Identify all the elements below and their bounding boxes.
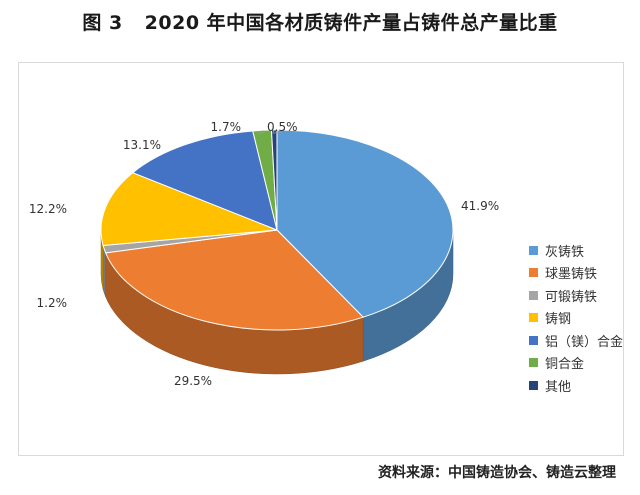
- legend-item-4: 铸钢: [529, 307, 623, 330]
- legend-item-6: 铜合金: [529, 352, 623, 375]
- legend-item-7: 其他: [529, 374, 623, 397]
- slice-4-top: [100, 172, 278, 247]
- legend-label: 铝（镁）合金: [545, 334, 624, 350]
- slice-6-leader: [257, 130, 264, 134]
- legend-swatch: [529, 335, 538, 345]
- legend-label: 铜合金: [545, 357, 585, 373]
- figure-number: 图 3: [82, 12, 123, 34]
- legend-swatch: [529, 358, 538, 368]
- legend-item-2: 球墨铸铁: [529, 262, 623, 285]
- pie-chart: 41.9% 29.5% 1.2% 12.2% 13.1% 1.7% 0.5%: [29, 120, 499, 388]
- chart-title-text: 2020 年中国各材质铸件产量占铸件总产量比重: [144, 12, 558, 34]
- slice-1-top: [276, 129, 454, 318]
- legend-item-1: 灰铸铁: [529, 239, 623, 262]
- source-label: 资料来源：: [378, 465, 448, 481]
- legend-swatch: [529, 313, 538, 323]
- chart-area: 41.9% 29.5% 1.2% 12.2% 13.1% 1.7% 0.5% 灰铸铁球墨铸铁…: [18, 62, 624, 456]
- slice-1-label: 41.9%: [461, 199, 499, 213]
- slice-2-label: 29.5%: [174, 374, 212, 388]
- slice-7-leader: [272, 129, 281, 134]
- slice-4-label: 12.2%: [29, 202, 67, 216]
- legend-swatch: [529, 268, 538, 278]
- source-text: 中国铸造协会、铸造云整理: [448, 465, 616, 481]
- legend-swatch: [529, 290, 538, 300]
- source-note: 资料来源：中国铸造协会、铸造云整理: [378, 462, 616, 482]
- legend: 灰铸铁球墨铸铁可锻铸铁铸钢铝（镁）合金 铜合金其他: [529, 239, 623, 397]
- slice-5-label: 13.1%: [123, 138, 161, 152]
- slice-5-top: [131, 130, 278, 231]
- legend-label: 球墨铸铁: [545, 267, 598, 283]
- legend-swatch: [529, 245, 538, 255]
- legend-item-3: 可锻铸铁: [529, 284, 623, 307]
- legend-label: 铸钢: [545, 312, 572, 328]
- legend-item-5: 铝（镁）合金: [529, 329, 623, 352]
- legend-label: 可锻铸铁: [545, 289, 598, 305]
- slice-6-label: 1.7%: [211, 120, 242, 134]
- legend-label: 其他: [545, 379, 572, 395]
- chart-title: 图 3 2020 年中国各材质铸件产量占铸件总产量比重: [0, 8, 640, 35]
- legend-label: 灰铸铁: [545, 244, 585, 260]
- pie-labels: 41.9% 29.5% 1.2% 12.2% 13.1% 1.7% 0.5%: [29, 120, 499, 388]
- pie-top: [100, 129, 454, 331]
- slice-3-label: 1.2%: [37, 296, 68, 310]
- slice-2-top: [104, 229, 365, 331]
- legend-swatch: [529, 380, 538, 390]
- slice-7-label: 0.5%: [267, 120, 298, 134]
